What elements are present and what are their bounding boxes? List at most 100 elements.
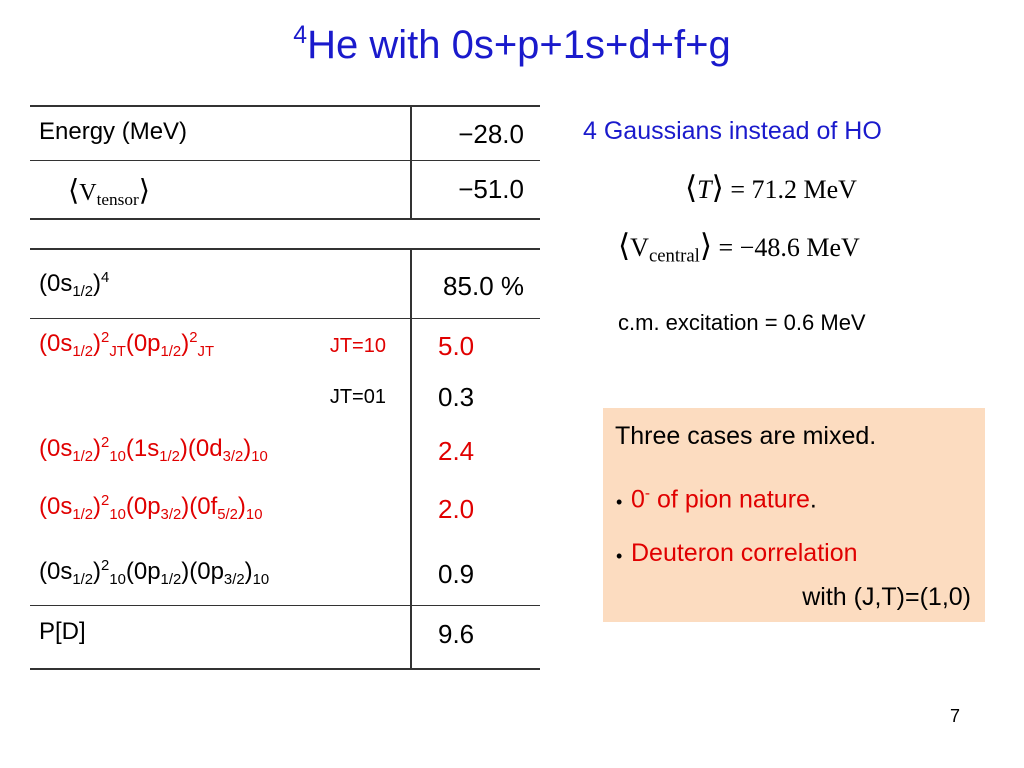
slide-title: 4He with 0s+p+1s+d+f+g <box>0 22 1024 68</box>
bullet-text: 0- of pion nature. <box>631 485 817 514</box>
text-part: 2 <box>189 330 198 347</box>
text-part: )(0f <box>181 493 218 520</box>
text-part: ⟩ <box>711 170 724 206</box>
text-part: 3/2 <box>160 507 182 524</box>
text-part: ) <box>93 270 102 297</box>
text-part: = 71.2 MeV <box>723 175 857 204</box>
text-part: ) <box>93 558 102 585</box>
text-part: 2 <box>101 435 110 452</box>
text-part: )(0d <box>179 435 223 462</box>
formula: ⟨Vcentral⟩ = −48.6 MeV <box>618 228 860 268</box>
table-rule <box>30 318 540 319</box>
text-part: ) <box>93 330 102 357</box>
text-part: JT <box>109 344 126 361</box>
text-part: (0s <box>39 558 73 585</box>
text-part: 10 <box>252 572 270 589</box>
text-part: ⟨ <box>618 228 631 264</box>
text-part: Deuteron correlation <box>631 539 858 567</box>
text-part: 1/2 <box>160 344 182 361</box>
text-part: ) <box>244 558 253 585</box>
text-part: (0s <box>39 270 73 297</box>
text-part: 2 <box>101 558 110 575</box>
text-part: )(0p <box>181 558 224 585</box>
text-part: 1/2 <box>160 572 182 589</box>
row-label: (0s1/2)210(1s1/2)(0d3/2)10 <box>39 435 268 465</box>
bullet-continuation: with (J,T)=(1,0) <box>802 583 971 611</box>
row-label: (0s1/2)2JT(0p1/2)2JT <box>39 330 214 360</box>
text-part: (0p <box>125 558 161 585</box>
text-part: 10 <box>109 572 126 589</box>
text-part: 2 <box>101 493 110 510</box>
row-value: 85.0 % <box>443 271 524 301</box>
text-part: 4 <box>293 22 308 49</box>
text-part: ⟩ <box>699 228 713 264</box>
bullet: • <box>616 492 623 512</box>
info-box: Three cases are mixed. • 0- of pion natur… <box>603 408 985 622</box>
text-part: of pion nature <box>650 485 810 514</box>
text-part: (0s <box>39 330 73 357</box>
text-part: tensor <box>96 190 139 210</box>
text-part: 3/2 <box>222 449 244 466</box>
row-tag: JT=10 <box>329 335 386 357</box>
text-part: 1/2 <box>72 344 94 361</box>
column-rule <box>410 248 412 668</box>
table-rule <box>30 218 540 220</box>
table-rule <box>30 668 540 670</box>
text-part: 2 <box>101 330 110 347</box>
text-part: - <box>644 485 651 502</box>
text-part: (0s <box>39 493 73 520</box>
row-label: Energy (MeV) <box>39 118 187 146</box>
formula: ⟨T⟩ = 71.2 MeV <box>685 170 857 206</box>
text-part: 10 <box>109 449 126 466</box>
text-part: ) <box>93 493 102 520</box>
row-label: (0s1/2)210(0p1/2)(0p3/2)10 <box>39 558 269 588</box>
row-label: (0s1/2)4 <box>39 270 109 300</box>
text-part: 0 <box>631 485 645 514</box>
text-part: 1/2 <box>72 449 94 466</box>
row-value: 2.4 <box>438 436 475 466</box>
row-label: P[D] <box>39 618 86 646</box>
text-part: JT <box>197 344 215 361</box>
box-heading: Three cases are mixed. <box>615 422 877 450</box>
table-rule <box>30 105 540 107</box>
text-part: 1/2 <box>72 284 94 301</box>
text-part: (0p <box>125 493 161 520</box>
row-value: 0.3 <box>438 382 475 412</box>
page-number: 7 <box>950 706 961 726</box>
row-label: (0s1/2)210(0p3/2)(0f5/2)10 <box>39 493 262 523</box>
table-rule <box>30 248 540 250</box>
text-part: = −48.6 MeV <box>712 233 860 262</box>
text-part: 1/2 <box>72 507 94 524</box>
row-value: 9.6 <box>438 619 475 649</box>
text-part: 4 <box>101 270 110 287</box>
row-tag: JT=01 <box>329 386 386 408</box>
text-part: 1/2 <box>159 449 180 466</box>
text-part: ) <box>237 493 246 520</box>
text-part: ) <box>181 330 190 357</box>
row-label: ⟨Vtensor⟩ <box>68 173 150 210</box>
text-part: ⟨ <box>68 173 80 207</box>
table-rule <box>30 160 540 161</box>
row-value: 0.9 <box>438 559 475 589</box>
column-rule <box>410 105 412 218</box>
text-part: 10 <box>109 507 126 524</box>
text-part: P[D] <box>39 618 86 645</box>
text-part: ⟨ <box>685 170 698 206</box>
text-part: (0p <box>125 330 161 357</box>
text-part: ) <box>93 435 102 462</box>
text-part: 3/2 <box>223 572 245 589</box>
text-part: ) <box>243 435 252 462</box>
text-part: V <box>630 233 649 262</box>
row-value: 2.0 <box>438 494 475 524</box>
bullet-text: Deuteron correlation <box>631 539 858 568</box>
text-part: T <box>697 175 712 204</box>
text-part: central <box>648 245 700 267</box>
text-part: He with 0s+p+1s+d+f+g <box>307 22 731 67</box>
bullet: • <box>616 546 623 566</box>
text-part: 5/2 <box>217 507 238 524</box>
table-rule <box>30 605 540 606</box>
text-part: 10 <box>251 449 268 466</box>
text-part: V <box>79 180 97 206</box>
side-heading: 4 Gaussians instead of HO <box>583 117 882 145</box>
text-part: (0s <box>39 435 73 462</box>
